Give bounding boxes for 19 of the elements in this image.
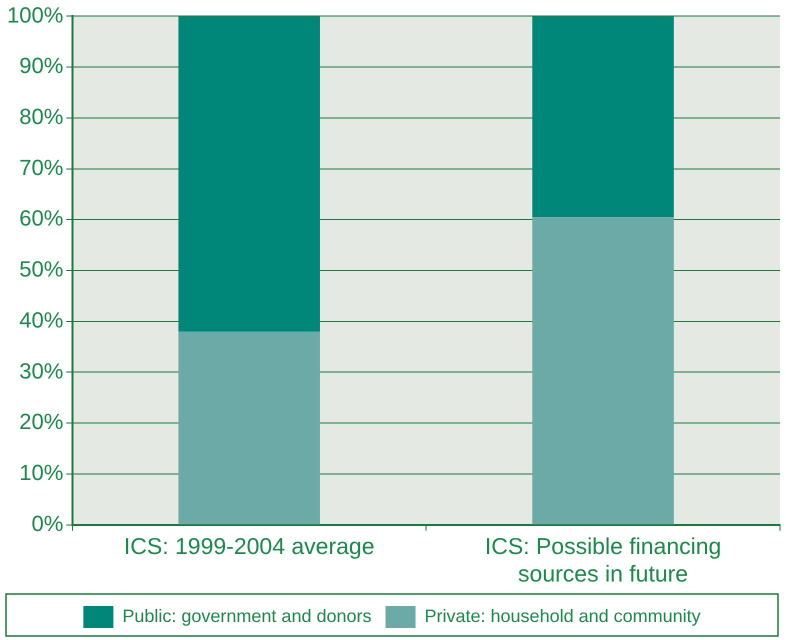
y-tick-label: 0% [31, 510, 64, 536]
x-tick-label: ICS: 1999-2004 average [124, 532, 375, 559]
bar [178, 16, 320, 332]
y-tick-label: 20% [19, 409, 64, 434]
y-tick-label: 70% [19, 154, 64, 180]
y-tick-label: 80% [19, 104, 64, 129]
legend-label: Private: household and community [424, 606, 701, 626]
y-tick-label: 40% [19, 307, 64, 332]
y-tick-label: 60% [19, 206, 64, 231]
bar [532, 217, 674, 524]
y-tick-label: 50% [19, 256, 64, 282]
y-tick-label: 100% [6, 2, 64, 28]
x-tick-label: ICS: Possible financing sources in future [484, 532, 722, 587]
bar [532, 16, 674, 218]
y-tick-label: 30% [19, 358, 64, 384]
y-tick-label: 90% [19, 53, 64, 78]
bar [178, 332, 320, 524]
legend-label: Public: government and donors [122, 606, 372, 626]
y-tick-label: 10% [19, 460, 64, 486]
